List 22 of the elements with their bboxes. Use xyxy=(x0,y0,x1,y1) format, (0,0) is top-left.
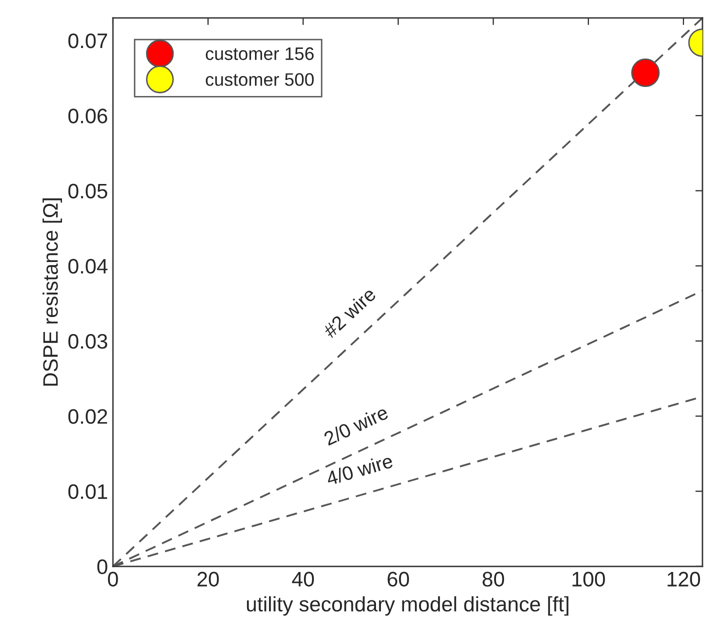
x-tick-label: 60 xyxy=(388,572,409,587)
x-tick-label: 20 xyxy=(198,572,219,587)
y-tick-label: 0.01 xyxy=(68,484,108,500)
x-tick-label: 100 xyxy=(572,572,605,587)
x-tick-label: 120 xyxy=(668,572,700,587)
y-tick-label: 0.06 xyxy=(68,108,108,124)
x-tick-label: 80 xyxy=(482,572,504,587)
y-tick-label: 0.03 xyxy=(68,334,108,349)
y-tick-label: 0.02 xyxy=(68,409,108,424)
annotation: 2/0 wire xyxy=(322,404,389,446)
y-tick-label: 0.07 xyxy=(68,33,108,48)
annotation: #2 wire xyxy=(322,286,377,339)
legend-label: customer 156 xyxy=(206,47,314,60)
annotation: 4/0 wire xyxy=(325,453,394,486)
y-tick-label: 0.04 xyxy=(68,258,108,274)
y-tick-label: 0.05 xyxy=(68,184,108,198)
legend-label: customer 500 xyxy=(206,73,314,86)
x-axis-title: utility secondary model distance [ft] xyxy=(246,596,568,616)
x-tick-label: 0 xyxy=(108,572,118,587)
y-axis-title: DSPE resistance [Ω] xyxy=(42,198,62,386)
y-tick-label: 0 xyxy=(97,559,108,574)
x-tick-label: 40 xyxy=(292,572,314,587)
